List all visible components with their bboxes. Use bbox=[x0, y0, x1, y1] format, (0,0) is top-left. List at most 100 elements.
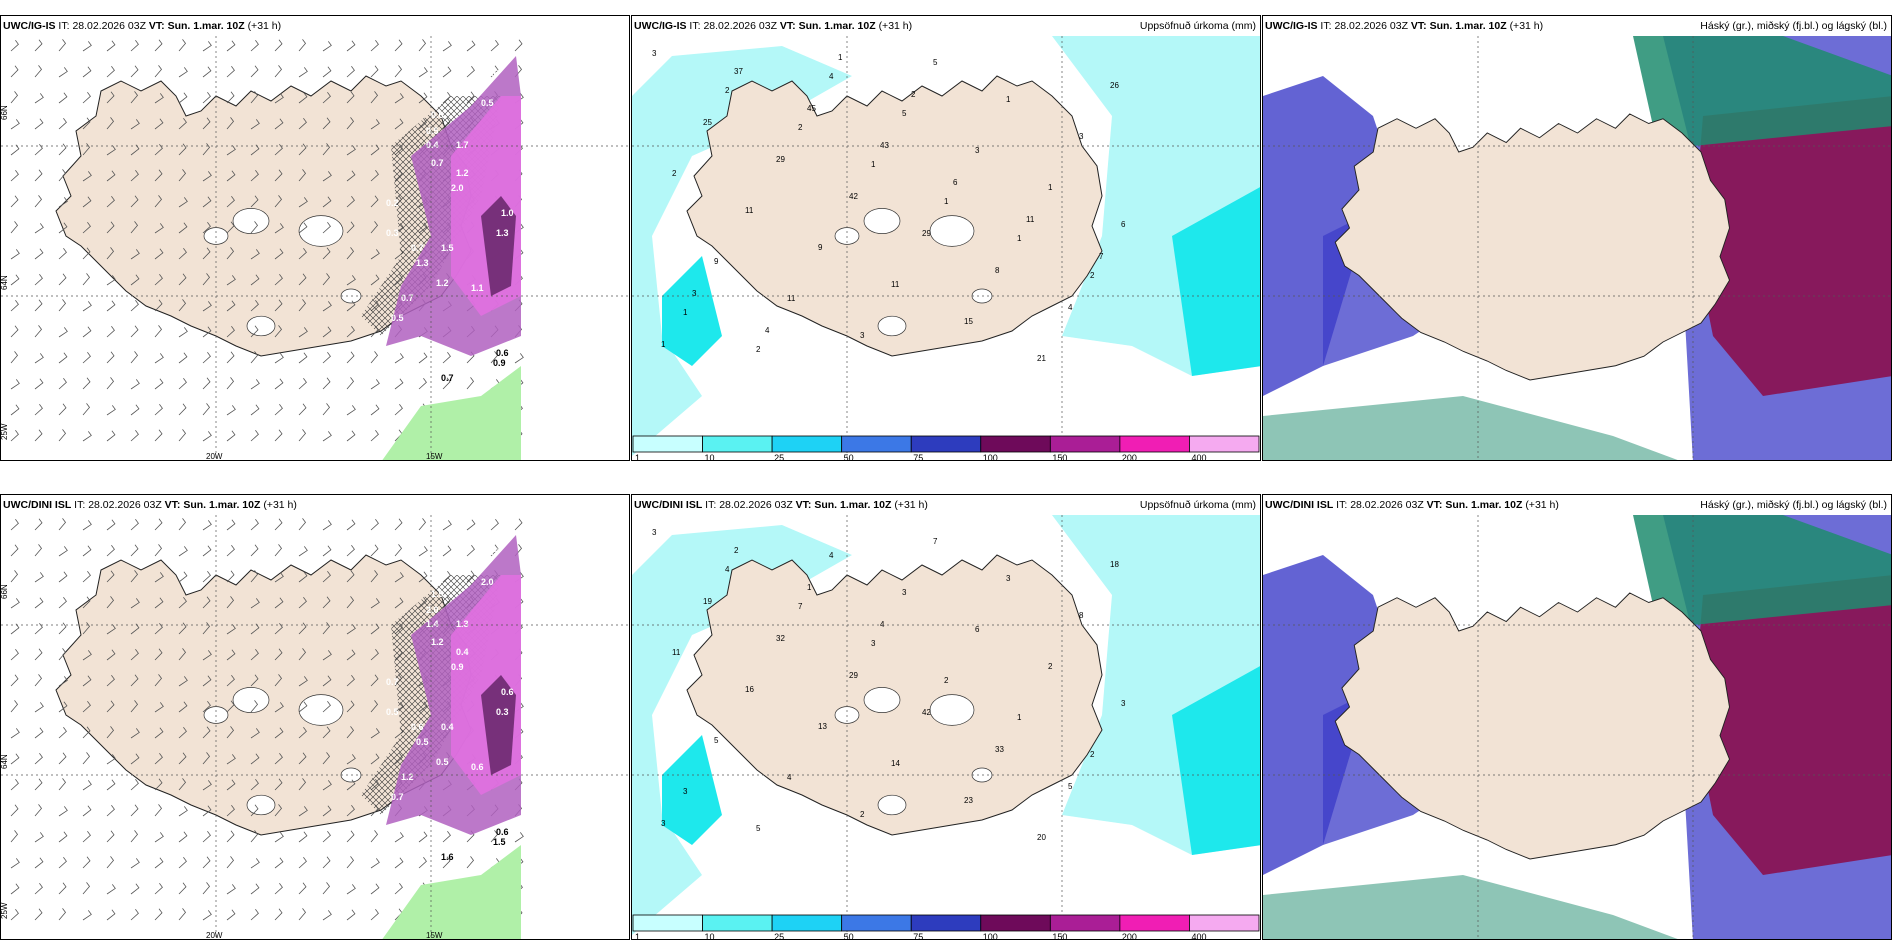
precip-value: 1 bbox=[1048, 183, 1053, 192]
colorbar-segment bbox=[1119, 435, 1190, 453]
wind-barb bbox=[250, 249, 260, 260]
panel-title: UWC/IG-IS IT: 28.02.2026 03Z VT: Sun. 1.… bbox=[3, 20, 282, 32]
wind-barb bbox=[226, 275, 236, 286]
wind-barb bbox=[58, 222, 68, 234]
wind-barb bbox=[226, 754, 236, 765]
wind-barb bbox=[10, 570, 19, 583]
wind-barb bbox=[274, 727, 284, 739]
wind-barb bbox=[490, 40, 499, 52]
wind-barb bbox=[346, 596, 355, 609]
precip-value: 19 bbox=[703, 597, 712, 606]
wind-barb bbox=[226, 779, 236, 791]
wind-barb bbox=[178, 118, 187, 130]
wind-barb bbox=[274, 274, 283, 286]
wind-barb bbox=[250, 804, 259, 817]
panel-subtitle: Uppsöfnuð úrkoma (mm) bbox=[1139, 499, 1256, 511]
wind-barb bbox=[226, 196, 235, 208]
colorbar-segment bbox=[980, 435, 1051, 453]
wind-barb bbox=[106, 856, 115, 869]
precip-value: 5 bbox=[714, 736, 719, 745]
wind-barb bbox=[82, 403, 91, 416]
wind-barb bbox=[10, 649, 19, 661]
wind-barb bbox=[394, 518, 403, 531]
precip-value: 37 bbox=[734, 67, 743, 76]
wind-barb bbox=[34, 404, 43, 416]
wind-barb bbox=[34, 378, 44, 390]
wind-barb bbox=[82, 780, 92, 791]
wind-barb bbox=[154, 832, 164, 843]
wind-barb bbox=[130, 195, 139, 208]
wind-barb bbox=[130, 119, 140, 130]
panel-dini-precip: UWC/DINI ISL IT: 28.02.2026 03Z VT: Sun.… bbox=[631, 494, 1261, 940]
glacier bbox=[298, 215, 344, 247]
wind-barb bbox=[322, 196, 332, 208]
wind-barb bbox=[322, 780, 332, 791]
wind-barb bbox=[106, 726, 115, 739]
wind-barb bbox=[250, 351, 259, 364]
wind-barb bbox=[370, 753, 380, 765]
wind-barb bbox=[322, 545, 332, 557]
wind-barb bbox=[34, 727, 44, 739]
colorbar-segment bbox=[771, 435, 843, 453]
wind-barb bbox=[130, 883, 140, 895]
wind-barb bbox=[58, 92, 68, 104]
wind-barb bbox=[34, 908, 43, 921]
wind-barb bbox=[154, 404, 163, 416]
wind-barb bbox=[250, 404, 260, 416]
wind-barb bbox=[34, 248, 44, 260]
wind-barb bbox=[34, 674, 43, 687]
precip-mid-east bbox=[1172, 666, 1260, 855]
wind-barb bbox=[466, 40, 476, 52]
wind-barb bbox=[466, 856, 475, 869]
precip-value: 7 bbox=[1099, 252, 1104, 261]
wind-barb bbox=[226, 700, 235, 713]
wind-barb bbox=[274, 908, 283, 921]
wind-barb bbox=[370, 40, 379, 52]
colorbar-label: 100 bbox=[983, 453, 998, 461]
wind-barb bbox=[346, 170, 356, 182]
wind-barb bbox=[418, 352, 428, 364]
wind-barb bbox=[322, 403, 331, 416]
wind-barb bbox=[298, 197, 308, 208]
wind-barb bbox=[274, 299, 283, 312]
wind-barb bbox=[250, 753, 260, 765]
wind-barb bbox=[274, 248, 284, 260]
precip-value: 5 bbox=[902, 109, 907, 118]
precip-value: 11 bbox=[891, 280, 900, 289]
precip-mid-west bbox=[662, 256, 722, 366]
wind-barb bbox=[34, 223, 44, 234]
wind-barb bbox=[370, 883, 380, 895]
wind-barb bbox=[178, 571, 188, 583]
wind-barb bbox=[250, 379, 260, 390]
wind-barb bbox=[82, 650, 92, 661]
wind-barb bbox=[226, 430, 236, 442]
wind-barb bbox=[178, 39, 187, 52]
precip-value: 5 bbox=[756, 824, 761, 833]
wind-barb bbox=[322, 856, 331, 869]
wind-barb bbox=[370, 544, 379, 557]
precip-map: 3221112124531691135132119111521262529422… bbox=[632, 36, 1260, 461]
wind-barb bbox=[370, 858, 380, 869]
wind-barb bbox=[154, 648, 163, 661]
wind-barb bbox=[58, 648, 67, 661]
precip-value: 0.5 bbox=[481, 98, 494, 108]
precip-value: 3 bbox=[975, 146, 980, 155]
wind-barb bbox=[298, 39, 307, 52]
wind-barb bbox=[154, 65, 163, 78]
wind-barb bbox=[58, 882, 67, 895]
wind-barb bbox=[130, 40, 139, 52]
wind-barb bbox=[154, 544, 163, 557]
wind-barb bbox=[34, 753, 43, 765]
wind-barb bbox=[346, 351, 355, 364]
wind-barb bbox=[322, 171, 332, 182]
panel-title: UWC/IG-IS IT: 28.02.2026 03Z VT: Sun. 1.… bbox=[1265, 20, 1544, 32]
wind-barb bbox=[178, 197, 188, 208]
precip-value: 3 bbox=[652, 49, 657, 58]
wind-barb bbox=[178, 857, 187, 869]
precip-value: 2 bbox=[1090, 271, 1095, 280]
wind-barb bbox=[514, 832, 524, 843]
glacier bbox=[232, 208, 270, 234]
wind-barb bbox=[58, 806, 68, 817]
precip-value: 1.7 bbox=[456, 140, 469, 150]
wind-barb bbox=[298, 597, 307, 609]
